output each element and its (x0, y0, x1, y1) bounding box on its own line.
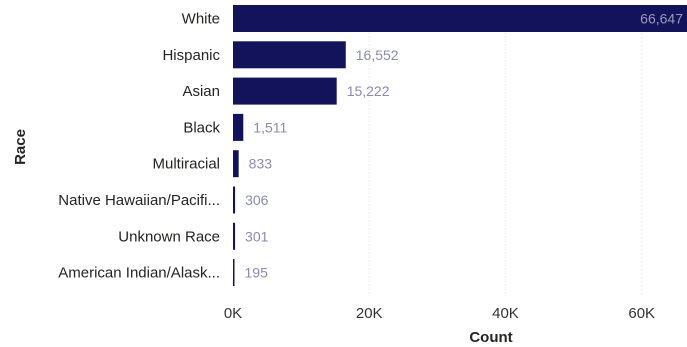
category-label: Asian (182, 83, 220, 100)
bar[interactable] (233, 150, 239, 178)
data-label: 301 (245, 228, 269, 244)
category-label: Black (183, 119, 220, 136)
data-label: 833 (249, 156, 273, 172)
y-axis-title: Race (12, 129, 29, 165)
bar[interactable] (233, 113, 244, 141)
bar[interactable] (233, 77, 337, 105)
bars (233, 5, 687, 287)
category-label: Unknown Race (118, 228, 220, 245)
category-label: American Indian/Alask... (58, 265, 220, 282)
category-label: Native Hawaiian/Pacifi... (58, 192, 220, 209)
category-label: Hispanic (162, 47, 220, 64)
category-label: White (182, 11, 220, 28)
data-label: 16,552 (356, 47, 399, 63)
category-labels: White Hispanic Asian Black Multiracial Native… (58, 11, 220, 282)
gridlines (368, 5, 643, 296)
bar[interactable] (233, 5, 687, 32)
data-label: 195 (245, 265, 269, 281)
bar[interactable] (233, 222, 236, 250)
x-tick-label: 60K (628, 305, 655, 322)
x-tick-label: 0K (224, 305, 242, 322)
x-tick-labels: 0K 20K 40K 60K (224, 305, 655, 322)
data-label: 66,647 (640, 11, 683, 27)
data-label: 306 (245, 192, 269, 208)
x-tick-label: 20K (356, 305, 383, 322)
bar[interactable] (233, 259, 235, 287)
data-label: 1,511 (253, 119, 287, 135)
x-axis-title: Count (469, 329, 512, 346)
x-tick-label: 40K (492, 305, 519, 322)
bar[interactable] (233, 41, 346, 69)
bar[interactable] (233, 186, 236, 214)
data-label: 15,222 (347, 83, 390, 99)
data-labels: 66,647 16,552 15,222 1,511 833 306 301 195 (245, 11, 684, 281)
category-label: Multiracial (152, 156, 220, 173)
